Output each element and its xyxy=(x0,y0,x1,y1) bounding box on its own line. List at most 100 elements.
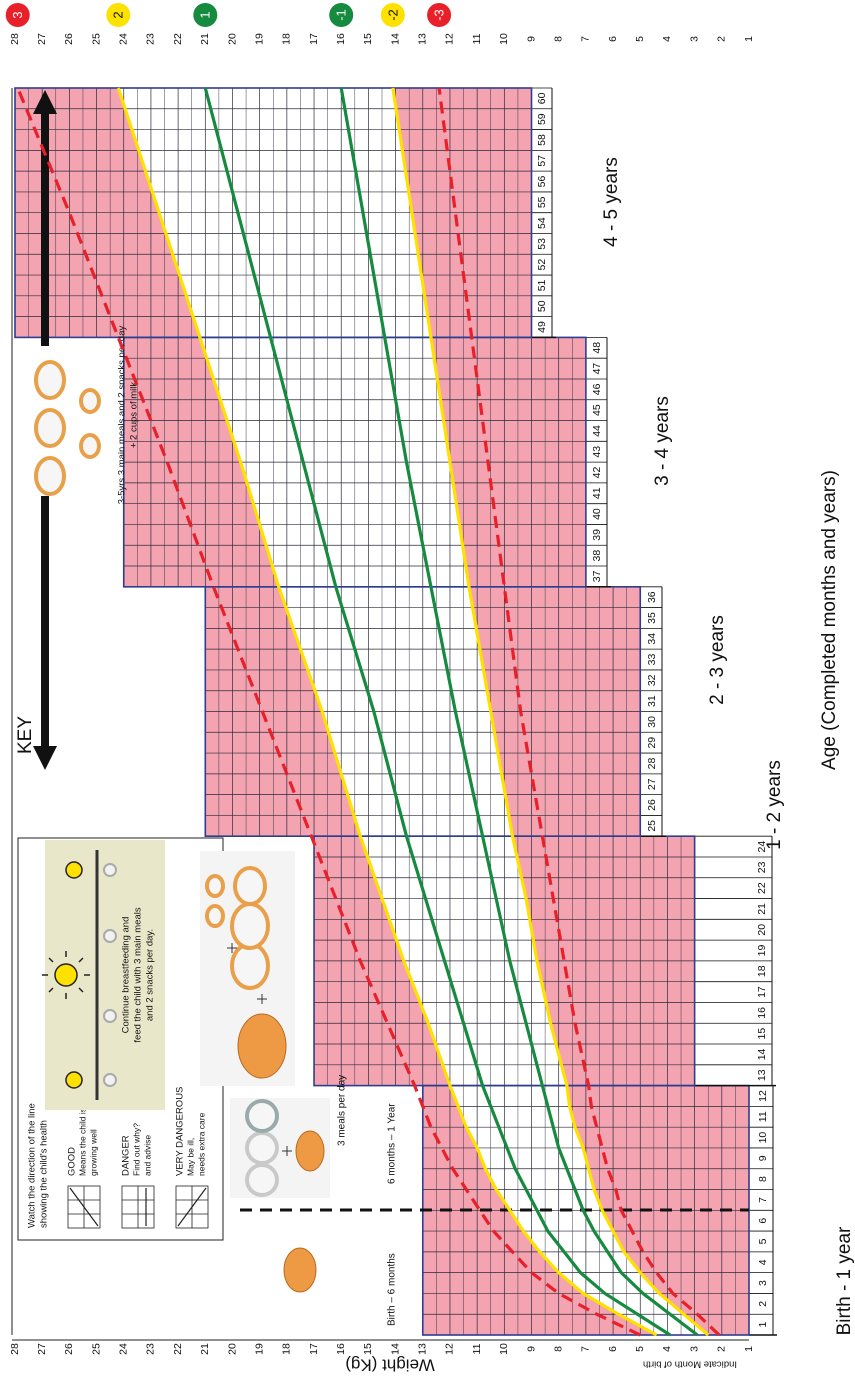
x-tick-label: 33 xyxy=(646,654,658,666)
y-tick-label: 7 xyxy=(580,36,592,42)
y-tick-label: 1 xyxy=(743,36,755,42)
x-tick-label: 56 xyxy=(536,176,548,188)
y-tick-label: 27 xyxy=(36,1343,48,1355)
y-tick-label: 6 xyxy=(607,36,619,42)
key-label: DANGER xyxy=(121,1135,132,1176)
x-tick-label: 55 xyxy=(536,196,548,208)
feeding-text: Continue breastfeeding and xyxy=(121,917,132,1034)
y-tick-label: 21 xyxy=(199,33,211,45)
y-tick-label: 4 xyxy=(661,1346,673,1352)
x-tick-label: 60 xyxy=(536,92,548,104)
x-tick-label: 1 xyxy=(757,1322,769,1328)
y-tick-label: 22 xyxy=(172,33,184,45)
y-tick-label: 8 xyxy=(552,36,564,42)
y-tick-label: 9 xyxy=(525,36,537,42)
feeding-text: + 2 cups of milk xyxy=(129,382,140,449)
y-tick-label: 7 xyxy=(580,1346,592,1352)
x-tick-label: 10 xyxy=(757,1132,769,1144)
x-tick-label: 22 xyxy=(756,882,768,894)
y-tick-label: 26 xyxy=(63,33,75,45)
y-tick-label: 14 xyxy=(389,1343,401,1355)
y-tick-label: 17 xyxy=(308,1343,320,1355)
y-tick-label: 6 xyxy=(607,1346,619,1352)
x-tick-label: 59 xyxy=(536,113,548,125)
y-tick-label: 5 xyxy=(634,1346,646,1352)
x-tick-label: 48 xyxy=(591,342,603,354)
x-tick-label: 58 xyxy=(536,134,548,146)
y-tick-label: 5 xyxy=(634,36,646,42)
key-note: needs extra care xyxy=(196,1112,206,1176)
y-tick-label: 21 xyxy=(199,1343,211,1355)
feeding-text: and 2 snacks per day. xyxy=(145,929,156,1021)
y-tick-label: 12 xyxy=(444,33,456,45)
y-tick-label: 15 xyxy=(362,33,374,45)
y-tick-label: 9 xyxy=(525,1346,537,1352)
y-tick-label: 3 xyxy=(688,36,700,42)
x-tick-label: 31 xyxy=(646,695,658,707)
y-tick-label: 16 xyxy=(335,1343,347,1355)
y-tick-label: 11 xyxy=(471,1343,483,1354)
x-tick-label: 13 xyxy=(756,1069,768,1081)
key-note: and advise xyxy=(142,1135,152,1176)
y-tick-label: 10 xyxy=(498,1343,510,1355)
y-tick-label: 25 xyxy=(90,1343,102,1355)
age-group-label: 4 - 5 years xyxy=(601,157,622,247)
age-group-label: 3 - 4 years xyxy=(652,396,673,486)
food-icon xyxy=(238,1014,286,1078)
y-tick-label: 3 xyxy=(688,1346,700,1352)
x-tick-label: 30 xyxy=(646,716,658,728)
y-tick-label: 23 xyxy=(145,33,157,45)
rotated-chart: KEY Watch the direction of the line show… xyxy=(6,3,855,1375)
x-tick-label: 25 xyxy=(646,820,658,832)
y-axis-note: Indicate Month of birth xyxy=(643,1358,737,1369)
legend-label: -1 xyxy=(334,9,349,21)
legend-label: -3 xyxy=(432,9,447,21)
y-tick-label: 13 xyxy=(417,33,429,45)
y-tick-label: 13 xyxy=(417,1343,429,1355)
y-axis-title: Weight (Kg) xyxy=(345,1356,434,1375)
age-group-label: Birth - 1 year xyxy=(834,1226,855,1335)
legend-label: -2 xyxy=(385,9,400,21)
y-tick-label: 26 xyxy=(63,1343,75,1355)
x-tick-label: 16 xyxy=(756,1007,768,1019)
x-tick-label: 29 xyxy=(646,737,658,749)
y-tick-label: 22 xyxy=(172,1343,184,1355)
key-note: Find out why? xyxy=(131,1123,141,1176)
x-tick-label: 57 xyxy=(536,155,548,167)
food-icon xyxy=(284,1248,316,1292)
legend-label: 1 xyxy=(198,11,213,18)
x-tick-label: 19 xyxy=(756,945,768,957)
x-tick-label: 49 xyxy=(536,321,548,333)
food-icon xyxy=(296,1131,324,1171)
y-tick-label: 14 xyxy=(389,33,401,45)
x-tick-label: 45 xyxy=(591,404,603,416)
key-label: GOOD xyxy=(67,1147,78,1176)
legend-label: 3 xyxy=(10,11,25,18)
y-tick-label: 16 xyxy=(335,33,347,45)
y-tick-label: 28 xyxy=(9,33,21,45)
x-tick-label: 44 xyxy=(591,425,603,437)
y-tick-label: 10 xyxy=(498,33,510,45)
y-tick-label: 24 xyxy=(118,33,130,45)
x-axis-title: Age (Completed months and years) xyxy=(819,470,840,770)
growth-chart-page: KEY Watch the direction of the line show… xyxy=(0,0,855,1376)
y-tick-label: 4 xyxy=(661,36,673,42)
feeding-text: 3-5yrs 3 main meals and 2 snacks per day xyxy=(117,326,128,505)
x-tick-label: 39 xyxy=(591,529,603,541)
x-tick-label: 53 xyxy=(536,238,548,250)
x-tick-label: 20 xyxy=(756,924,768,936)
key-danger-icon xyxy=(122,1186,154,1228)
x-tick-label: 47 xyxy=(591,363,603,375)
x-tick-label: 15 xyxy=(756,1028,768,1040)
feeding-text: 3 meals per day xyxy=(337,1075,348,1146)
y-tick-label: 2 xyxy=(716,1346,728,1352)
x-tick-label: 11 xyxy=(757,1111,769,1122)
key-intro: showing the child's health xyxy=(39,1120,50,1228)
x-tick-label: 3 xyxy=(757,1280,769,1286)
x-tick-label: 35 xyxy=(646,612,658,624)
x-tick-label: 50 xyxy=(536,300,548,312)
x-tick-label: 34 xyxy=(646,633,658,645)
food-icon xyxy=(36,362,99,494)
x-tick-label: 14 xyxy=(756,1048,768,1060)
key-label: VERY DANGEROUS xyxy=(175,1087,186,1176)
